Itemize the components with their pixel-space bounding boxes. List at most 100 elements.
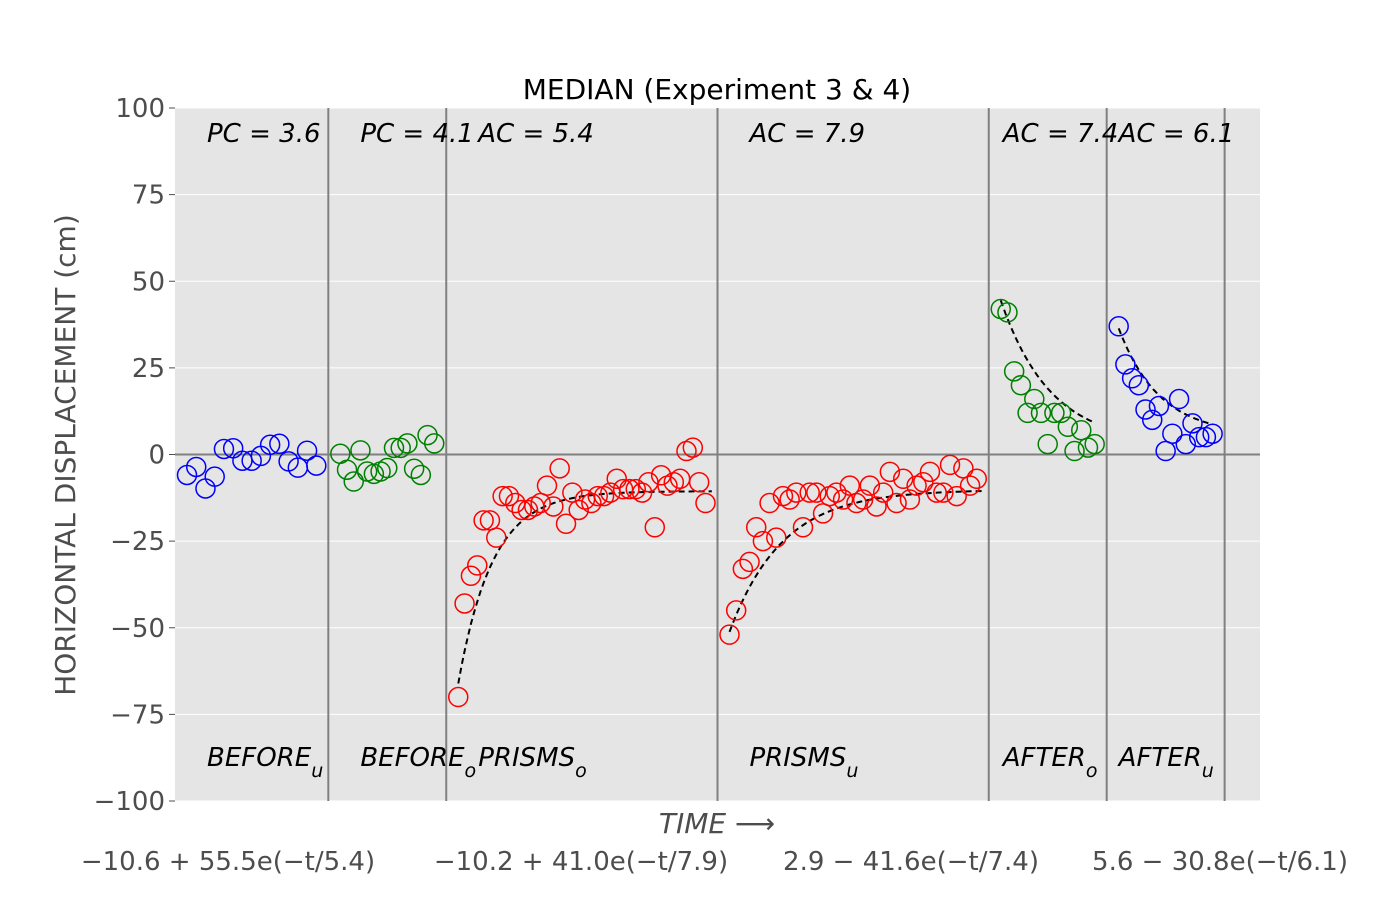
- fit-equations: −10.6 + 55.5e(−t/5.4) −10.2 + 41.0e(−t/7.…: [81, 847, 1348, 877]
- y-tick-label: −25: [110, 527, 165, 557]
- data-point: [688, 471, 710, 493]
- data-point: [241, 450, 262, 471]
- data-point: [1037, 433, 1058, 455]
- fit-equation: 5.6 − 30.8e(−t/6.1): [1092, 847, 1348, 877]
- data-point: [997, 302, 1018, 323]
- phase-label: BEFOREu: [207, 743, 323, 782]
- data-point: [536, 475, 558, 496]
- data-point: [448, 686, 469, 708]
- data-point: [424, 433, 445, 454]
- data-point: [417, 424, 438, 446]
- fit-equation: −10.6 + 55.5e(−t/5.4): [81, 847, 375, 877]
- data-point: [913, 471, 934, 493]
- phase-label: BEFOREo: [360, 743, 476, 782]
- phase-label: AFTERo: [1001, 743, 1098, 782]
- data-point: [1135, 399, 1156, 420]
- y-axis-label: HORIZONTAL DISPLACEMENT (cm): [49, 214, 82, 696]
- data-point: [1044, 402, 1065, 424]
- data-point: [511, 499, 532, 521]
- fit-curve: [1117, 328, 1213, 426]
- x-axis-label: TIME ⟶: [659, 807, 775, 840]
- phase-label: PRISMSo: [478, 743, 586, 782]
- data-point: [1141, 409, 1163, 431]
- data-point: [1003, 361, 1025, 382]
- data-point: [939, 454, 961, 476]
- chart-title: MEDIAN (Experiment 3 & 4): [523, 73, 911, 106]
- data-point: [343, 471, 364, 492]
- data-point: [812, 503, 834, 524]
- data-point: [872, 482, 894, 503]
- data-point: [390, 437, 411, 459]
- data-point: [739, 551, 760, 573]
- data-point: [460, 565, 482, 587]
- fit-curve: [999, 299, 1096, 424]
- data-point: [792, 517, 814, 538]
- data-point: [403, 458, 425, 479]
- data-point: [549, 458, 570, 479]
- y-tick-label: −75: [110, 700, 165, 730]
- data-point: [631, 482, 653, 503]
- data-point: [1182, 413, 1203, 434]
- data-point: [296, 440, 318, 461]
- data-point: [587, 485, 608, 507]
- y-tick-label: 75: [132, 181, 165, 211]
- fit-curve: [728, 490, 984, 633]
- data-point: [786, 482, 807, 503]
- data-point: [644, 517, 666, 538]
- data-point: [1202, 423, 1223, 444]
- data-point: [1175, 433, 1197, 455]
- data-point: [1010, 374, 1032, 396]
- data-point: [886, 492, 907, 514]
- data-point: [866, 496, 887, 517]
- data-point: [695, 492, 716, 514]
- data-point: [879, 461, 901, 483]
- data-point: [213, 438, 235, 460]
- data-point: [1084, 433, 1105, 455]
- data-point: [306, 455, 327, 476]
- phase-constant: AC = 7.9: [748, 119, 866, 149]
- data-point: [1024, 388, 1045, 410]
- data-point: [350, 440, 371, 461]
- fit-equation: 2.9 − 41.6e(−t/7.4): [783, 847, 1039, 877]
- data-point: [1148, 395, 1170, 417]
- phase-annotations: PC = 3.6 BEFOREu PC = 4.1 BEFOREo AC = 5.4 PR…: [207, 119, 1234, 782]
- data-point: [1064, 440, 1085, 462]
- data-point: [892, 468, 914, 490]
- phase-constant: AC = 7.4: [1001, 119, 1119, 149]
- data-point: [852, 489, 874, 510]
- data-point: [1128, 374, 1150, 396]
- data-point: [799, 482, 820, 503]
- data-point: [454, 593, 475, 614]
- y-tick-label: −50: [110, 614, 165, 644]
- phase-constant: AC = 6.1: [1117, 119, 1235, 149]
- fit-curves: [457, 299, 1213, 684]
- data-point: [377, 457, 398, 479]
- data-point: [839, 475, 861, 496]
- data-point: [492, 485, 513, 507]
- data-point: [383, 437, 405, 459]
- fit-equation: −10.2 + 41.0e(−t/7.9): [434, 847, 728, 877]
- data-point: [926, 482, 947, 503]
- data-point: [568, 499, 589, 521]
- data-point: [779, 489, 800, 510]
- data-point: [619, 478, 640, 500]
- data-point: [1155, 440, 1176, 462]
- data-point: [269, 433, 290, 455]
- data-point: [581, 492, 602, 514]
- data-point: [766, 527, 787, 548]
- data-point: [946, 485, 967, 507]
- data-point: [759, 492, 780, 514]
- y-tick-labels: 100 75 50 25 0 −25 −50 −75 −100: [94, 94, 165, 817]
- data-point: [752, 530, 774, 552]
- data-point: [606, 468, 627, 490]
- phase-constant: PC = 3.6: [207, 119, 321, 149]
- data-point: [1057, 416, 1079, 438]
- data-point: [806, 482, 827, 503]
- data-point: [1188, 426, 1210, 448]
- y-tick-label: 50: [132, 267, 165, 297]
- data-point: [397, 433, 418, 454]
- data-point: [555, 513, 577, 535]
- data-point: [953, 458, 974, 479]
- data-point: [899, 489, 921, 510]
